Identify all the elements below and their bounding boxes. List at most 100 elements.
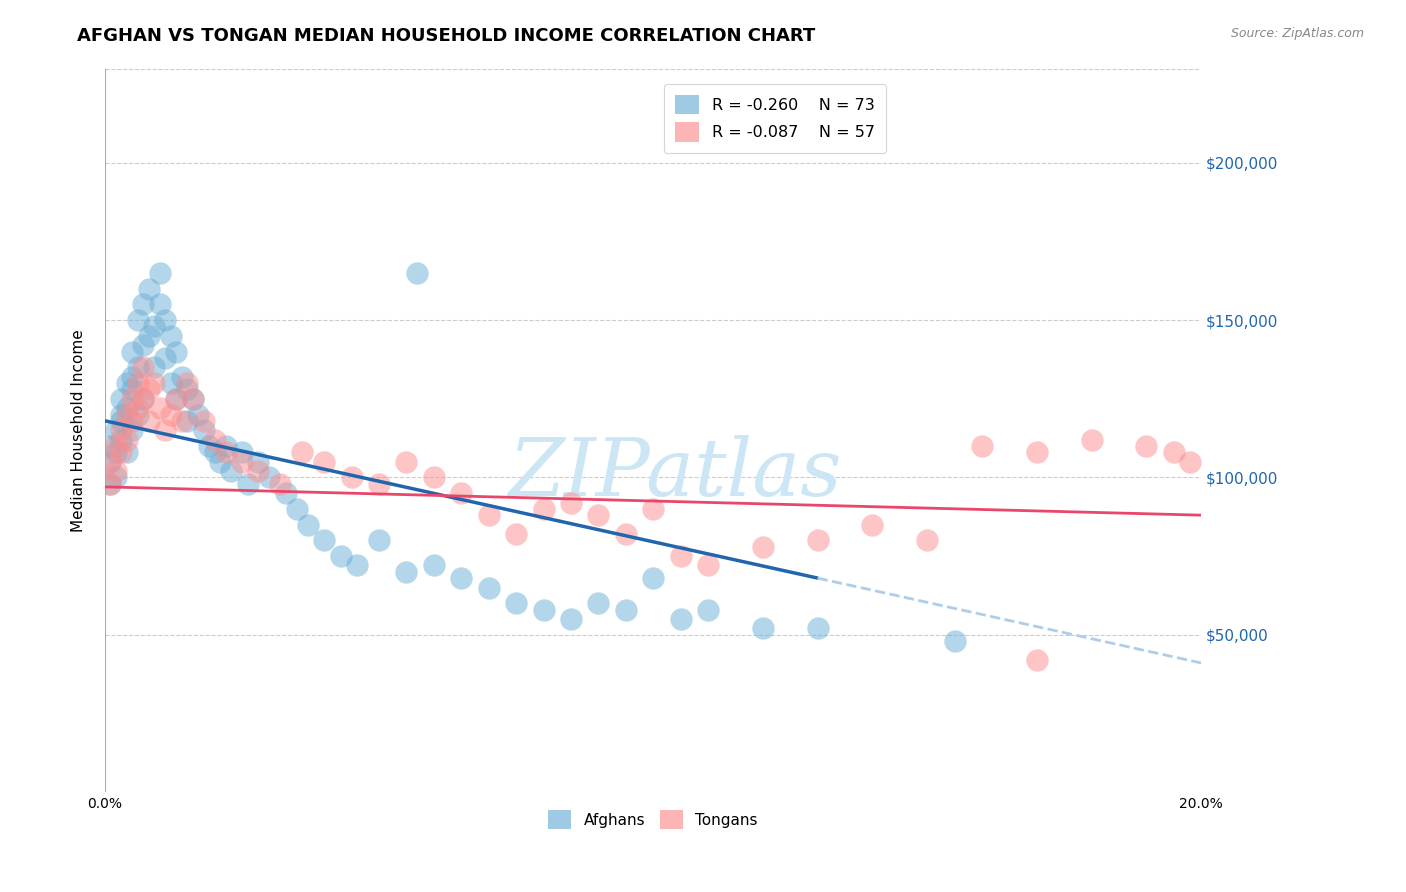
Point xyxy=(291,445,314,459)
Point xyxy=(127,360,149,375)
Point xyxy=(100,455,122,469)
Point xyxy=(115,408,138,422)
Point xyxy=(176,376,198,390)
Point xyxy=(149,266,172,280)
Point xyxy=(193,423,215,437)
Point xyxy=(149,297,172,311)
Point xyxy=(247,455,270,469)
Point xyxy=(450,571,472,585)
Point xyxy=(115,433,138,447)
Point xyxy=(423,470,446,484)
Point xyxy=(176,414,198,428)
Point xyxy=(100,455,122,469)
Point xyxy=(860,517,883,532)
Point xyxy=(752,621,775,635)
Point xyxy=(159,376,181,390)
Point xyxy=(104,439,127,453)
Point xyxy=(209,455,232,469)
Point xyxy=(127,401,149,416)
Point xyxy=(478,508,501,523)
Point xyxy=(368,476,391,491)
Point xyxy=(204,445,226,459)
Point xyxy=(450,486,472,500)
Point xyxy=(915,533,938,548)
Point xyxy=(165,392,187,406)
Y-axis label: Median Household Income: Median Household Income xyxy=(72,329,86,532)
Point xyxy=(643,571,665,585)
Point xyxy=(297,517,319,532)
Point xyxy=(127,313,149,327)
Point xyxy=(138,382,160,396)
Point xyxy=(533,501,555,516)
Point xyxy=(643,501,665,516)
Point xyxy=(406,266,429,280)
Point xyxy=(697,558,720,573)
Point xyxy=(149,401,172,416)
Point xyxy=(104,464,127,478)
Point xyxy=(395,565,418,579)
Point xyxy=(588,508,610,523)
Point xyxy=(204,433,226,447)
Point xyxy=(198,439,221,453)
Point xyxy=(614,527,637,541)
Point xyxy=(132,338,155,352)
Point xyxy=(138,414,160,428)
Point xyxy=(247,464,270,478)
Point xyxy=(100,476,122,491)
Point xyxy=(115,376,138,390)
Point xyxy=(138,329,160,343)
Point xyxy=(110,392,132,406)
Point xyxy=(1080,433,1102,447)
Point xyxy=(143,319,166,334)
Point xyxy=(614,602,637,616)
Point xyxy=(395,455,418,469)
Point xyxy=(104,470,127,484)
Point xyxy=(423,558,446,573)
Point xyxy=(121,423,143,437)
Point xyxy=(285,501,308,516)
Point xyxy=(181,392,204,406)
Point xyxy=(100,439,122,453)
Point xyxy=(121,382,143,396)
Point xyxy=(478,581,501,595)
Point xyxy=(970,439,993,453)
Point xyxy=(143,376,166,390)
Point xyxy=(560,495,582,509)
Point xyxy=(121,369,143,384)
Point xyxy=(314,533,336,548)
Point xyxy=(669,612,692,626)
Point xyxy=(110,423,132,437)
Point xyxy=(132,392,155,406)
Point xyxy=(193,414,215,428)
Point xyxy=(127,408,149,422)
Point xyxy=(132,297,155,311)
Point xyxy=(104,445,127,459)
Point xyxy=(170,414,193,428)
Point xyxy=(121,414,143,428)
Point xyxy=(329,549,352,563)
Point xyxy=(110,445,132,459)
Point xyxy=(1025,445,1047,459)
Point xyxy=(155,423,177,437)
Point xyxy=(1025,653,1047,667)
Point xyxy=(752,540,775,554)
Point xyxy=(505,527,527,541)
Point xyxy=(340,470,363,484)
Point xyxy=(259,470,281,484)
Point xyxy=(127,376,149,390)
Point xyxy=(1163,445,1185,459)
Point xyxy=(104,423,127,437)
Point xyxy=(110,408,132,422)
Text: AFGHAN VS TONGAN MEDIAN HOUSEHOLD INCOME CORRELATION CHART: AFGHAN VS TONGAN MEDIAN HOUSEHOLD INCOME… xyxy=(77,27,815,45)
Point xyxy=(159,408,181,422)
Point xyxy=(214,445,236,459)
Point xyxy=(165,344,187,359)
Point xyxy=(943,634,966,648)
Point xyxy=(219,464,242,478)
Point xyxy=(269,476,291,491)
Text: Source: ZipAtlas.com: Source: ZipAtlas.com xyxy=(1230,27,1364,40)
Point xyxy=(110,414,132,428)
Point xyxy=(1180,455,1202,469)
Text: ZIPatlas: ZIPatlas xyxy=(509,435,842,512)
Point xyxy=(115,401,138,416)
